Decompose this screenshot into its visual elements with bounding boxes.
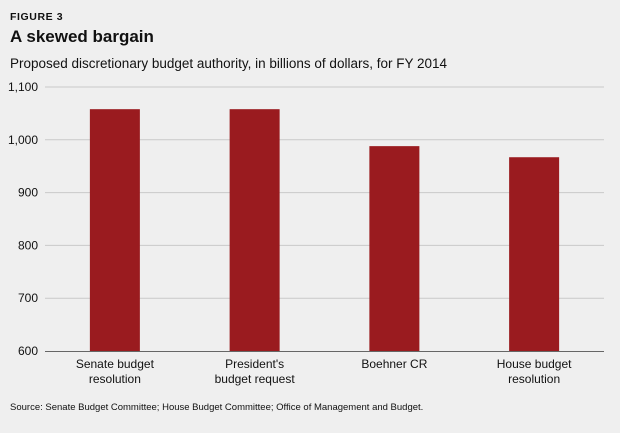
bar	[89, 109, 140, 352]
y-tick-label: 800	[18, 238, 38, 252]
bar	[369, 146, 420, 351]
y-tick-label: 900	[18, 186, 38, 200]
x-category-label: Boehner CR	[361, 357, 427, 371]
source-note: Source: Senate Budget Committee; House B…	[10, 402, 424, 413]
chart-title: A skewed bargain	[10, 27, 154, 46]
figure-label: FIGURE 3	[10, 11, 64, 23]
chart-subtitle: Proposed discretionary budget authority,…	[10, 56, 447, 71]
x-category-label: resolution	[508, 372, 560, 386]
y-tick-label: 600	[18, 344, 38, 358]
x-category-label: Senate budget	[76, 357, 155, 371]
y-tick-label: 1,000	[8, 133, 38, 147]
x-category-label: President's	[225, 357, 284, 371]
y-tick-label: 1,100	[8, 80, 38, 94]
x-category-label: budget request	[215, 372, 296, 386]
x-category-label: House budget	[497, 357, 572, 371]
bar	[229, 109, 280, 352]
y-tick-label: 700	[18, 291, 38, 305]
bar	[509, 157, 560, 351]
x-category-label: resolution	[89, 372, 141, 386]
